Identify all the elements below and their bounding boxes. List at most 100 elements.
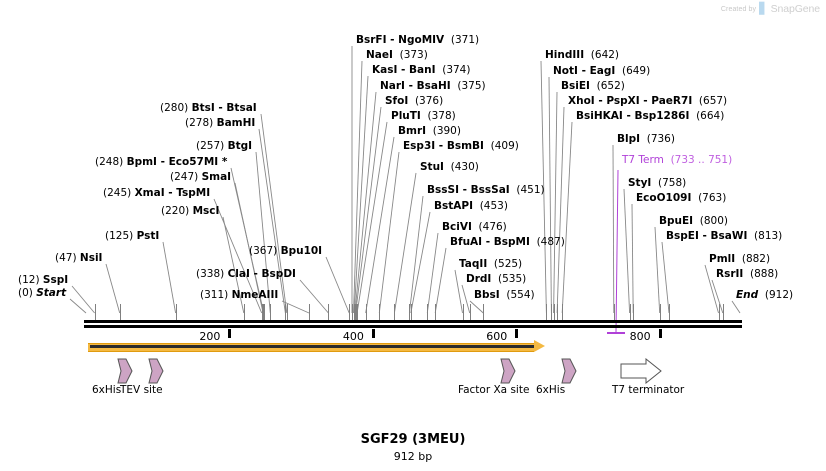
restriction-site-label-blpi[interactable]: BlpI (736) [617,134,675,145]
site-position: (525) [493,258,523,270]
restriction-site-label-smai[interactable]: (247) SmaI [170,172,231,183]
restriction-site-label-bmri[interactable]: BmrI (390) [398,126,461,137]
restriction-site-label-clai[interactable]: (338) ClaI - BspDI [196,269,296,280]
site-position: (487) [536,236,565,248]
restriction-site-label-nsii[interactable]: (47) NsiI [55,253,102,264]
restriction-site-label-naei[interactable]: NaeI (373) [366,50,428,61]
restriction-site-label-taqii[interactable]: TaqII (525) [459,259,522,270]
watermark-created-by-text: Created by [720,5,757,13]
snapgene-logo-icon: ▋ [759,2,768,15]
ruler-tick-ecoo109i [633,304,635,320]
tag-arrow-6xhis-2[interactable] [561,358,577,384]
ruler-tick-noti [551,304,553,320]
t7-term-ruler-marker [607,332,625,334]
restriction-site-label-bamhi[interactable]: (278) BamHI [185,118,255,129]
restriction-site-label-stui[interactable]: StuI (430) [420,162,479,173]
ruler-tick-msci [243,304,245,320]
leader-line-blpi [612,144,615,314]
leader-line-bsihkai [561,121,573,314]
axis-label-600: 600 [486,330,508,343]
ruler-tick-bsssi [409,304,411,320]
site-enzyme-name: Esp3I - BsmBI [403,140,484,152]
restriction-site-label-btgi[interactable]: (257) BtgI [196,141,252,152]
restriction-site-label-sspi[interactable]: (12) SspI [18,275,68,286]
tag-arrow-tev-site[interactable] [148,358,164,384]
site-position: (642) [590,49,620,61]
tag-arrow-6xhis-1[interactable] [117,358,133,384]
site-enzyme-name: BamHI [216,117,256,129]
site-enzyme-name: BmrI [398,125,427,137]
restriction-site-label-bbsi[interactable]: BbsI (554) [474,290,535,301]
restriction-site-label-start[interactable]: (0) Start [18,288,66,299]
orf-arrow-orf[interactable] [88,340,545,352]
restriction-site-label-bstapi[interactable]: BstAPI (453) [434,201,508,212]
site-position: (247) [170,171,199,183]
site-enzyme-name: XhoI - PspXI - PaeR7I [568,95,693,107]
restriction-site-label-styi[interactable]: StyI (758) [628,178,686,189]
site-enzyme-name: BciVI [442,221,472,233]
site-enzyme-name: BpuEI [659,215,694,227]
site-enzyme-name: BbsI [474,289,500,301]
leader-line-bpuei [654,226,661,314]
site-position: (882) [741,253,771,265]
restriction-site-label-pluti[interactable]: PluTI (378) [391,111,456,122]
terminator-arrow-t7-terminator[interactable] [620,357,662,385]
feature-name-6xhis-1: 6xHis [92,384,122,396]
site-enzyme-name: BsiEI [561,80,590,92]
leader-line-bamhi [258,128,286,314]
restriction-site-label-esp3i[interactable]: Esp3I - BsmBI (409) [403,141,519,152]
site-enzyme-name: NarI - BsaHI [380,80,451,92]
site-position: (338) [196,268,225,280]
restriction-site-label-bpuei[interactable]: BpuEI (800) [659,216,728,227]
restriction-site-label-hindiii[interactable]: HindIII (642) [545,50,619,61]
restriction-site-label-nari[interactable]: NarI - BsaHI (375) [380,81,486,92]
site-enzyme-name: NaeI [366,49,393,61]
restriction-site-label-bpmi[interactable]: (248) BpmI - Eco57MI * [95,157,227,168]
ruler-tick-hindiii [546,304,548,320]
ruler-tick-styi [629,304,631,320]
restriction-site-label-bcivi[interactable]: BciVI (476) [442,222,507,233]
restriction-site-label-kasi[interactable]: KasI - BanI (374) [372,65,470,76]
restriction-site-label-noti[interactable]: NotI - EagI (649) [553,66,650,77]
restriction-site-label-sfoi[interactable]: SfoI (376) [385,96,443,107]
ruler-tick-bpmi [263,304,265,320]
restriction-site-label-bsiei[interactable]: BsiEI (652) [561,81,625,92]
ruler-tick-blpi [613,304,615,320]
tag-arrow-factor-xa[interactable] [500,358,516,384]
restriction-site-label-msci[interactable]: (220) MscI [161,206,219,217]
leader-line-stui [393,172,417,314]
ruler-tick-btsi [286,304,288,320]
leader-line-psti [162,241,177,314]
restriction-site-label-btsi[interactable]: (280) BtsI - BtsaI [160,103,257,114]
restriction-site-label-drdi[interactable]: DrdI (535) [466,274,526,285]
ruler-tick-bpuei [659,304,661,320]
restriction-site-label-bsrfi[interactable]: BsrFI - NgoMIV (371) [356,35,479,46]
restriction-site-label-bfuai[interactable]: BfuAI - BspMI (487) [450,237,565,248]
feature-label-t7term-label[interactable]: T7 Term (733 .. 751) [622,155,732,166]
leader-line-bfuai [434,247,447,314]
site-enzyme-name: BspEI - BsaWI [666,230,748,242]
site-position: (280) [160,102,189,114]
leader-line-taqii [454,269,463,314]
restriction-site-label-xmai[interactable]: (245) XmaI - TspMI [103,188,210,199]
ruler-bar-top [84,320,742,323]
restriction-site-label-ecoo109i[interactable]: EcoO109I (763) [636,193,726,204]
site-position: (451) [516,184,545,196]
restriction-site-label-pmli[interactable]: PmlI (882) [709,254,770,265]
restriction-site-label-xhoi[interactable]: XhoI - PspXI - PaeR7I (657) [568,96,727,107]
restriction-site-label-end[interactable]: End (912) [736,290,793,301]
restriction-site-label-bspei[interactable]: BspEI - BsaWI (813) [666,231,782,242]
restriction-site-label-psti[interactable]: (125) PstI [105,231,159,242]
site-enzyme-name: BfuAI - BspMI [450,236,530,248]
site-enzyme-name: MscI [192,205,220,217]
restriction-site-label-bsssi[interactable]: BssSI - BssSaI (451) [427,185,545,196]
restriction-site-label-nmeaiii[interactable]: (311) NmeAIII [200,290,278,301]
site-enzyme-name: BtgI [227,140,253,152]
leader-line-bsiei [553,91,558,314]
ruler-tick-bsihkai [562,304,564,320]
restriction-site-label-bpu10i[interactable]: (367) Bpu10I [249,246,322,257]
leader-line-esp3i [378,151,400,314]
restriction-site-label-bsihkai[interactable]: BsiHKAI - Bsp1286I (664) [576,111,724,122]
restriction-site-label-rsrii[interactable]: RsrII (888) [716,269,778,280]
